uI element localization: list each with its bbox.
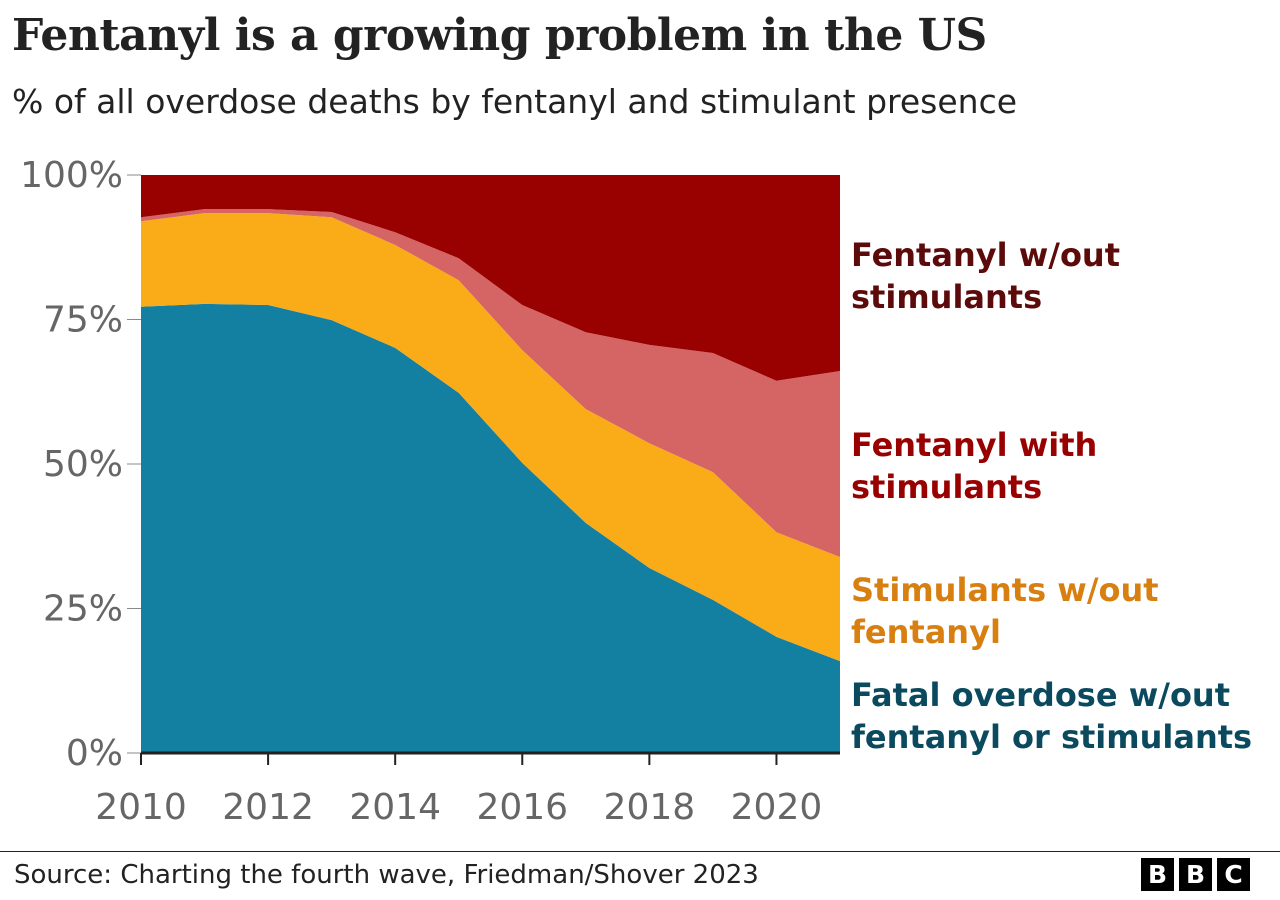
y-tick-label: 50% bbox=[43, 444, 123, 485]
series-label: stimulants bbox=[851, 278, 1042, 316]
series-label: fentanyl bbox=[851, 613, 1001, 651]
area-series-3 bbox=[141, 175, 840, 381]
series-label: Fatal overdose w/out bbox=[851, 676, 1230, 714]
area-series-0 bbox=[141, 303, 840, 753]
x-tick-label: 2010 bbox=[95, 787, 187, 828]
area-series-1 bbox=[141, 213, 840, 662]
y-tick-label: 75% bbox=[43, 300, 123, 341]
x-tick-label: 2016 bbox=[476, 787, 568, 828]
stacked-area-chart: 0% 25% 50% 75% 100% 2010 2012 2014 2016 2018 2020 F… bbox=[20, 155, 1252, 828]
footer-divider bbox=[0, 851, 1280, 852]
y-tick-label: 100% bbox=[20, 155, 123, 196]
y-tick-label: 0% bbox=[66, 733, 123, 774]
x-tick-label: 2012 bbox=[222, 787, 314, 828]
series-label: stimulants bbox=[851, 468, 1042, 506]
series-label: Fentanyl with bbox=[851, 426, 1097, 464]
x-tick-label: 2018 bbox=[604, 787, 696, 828]
x-tick-label: 2014 bbox=[349, 787, 441, 828]
source-note: Source: Charting the fourth wave, Friedm… bbox=[14, 860, 759, 890]
series-label: fentanyl or stimulants bbox=[851, 718, 1252, 756]
series-label: Stimulants w/out bbox=[851, 571, 1159, 609]
y-tick-label: 25% bbox=[43, 589, 123, 630]
x-tick-label: 2020 bbox=[731, 787, 823, 828]
chart-title: Fentanyl is a growing problem in the US bbox=[12, 10, 987, 61]
area-series-2 bbox=[141, 209, 840, 558]
chart-subtitle: % of all overdose deaths by fentanyl and… bbox=[12, 82, 1018, 121]
series-label: Fentanyl w/out bbox=[851, 236, 1120, 274]
